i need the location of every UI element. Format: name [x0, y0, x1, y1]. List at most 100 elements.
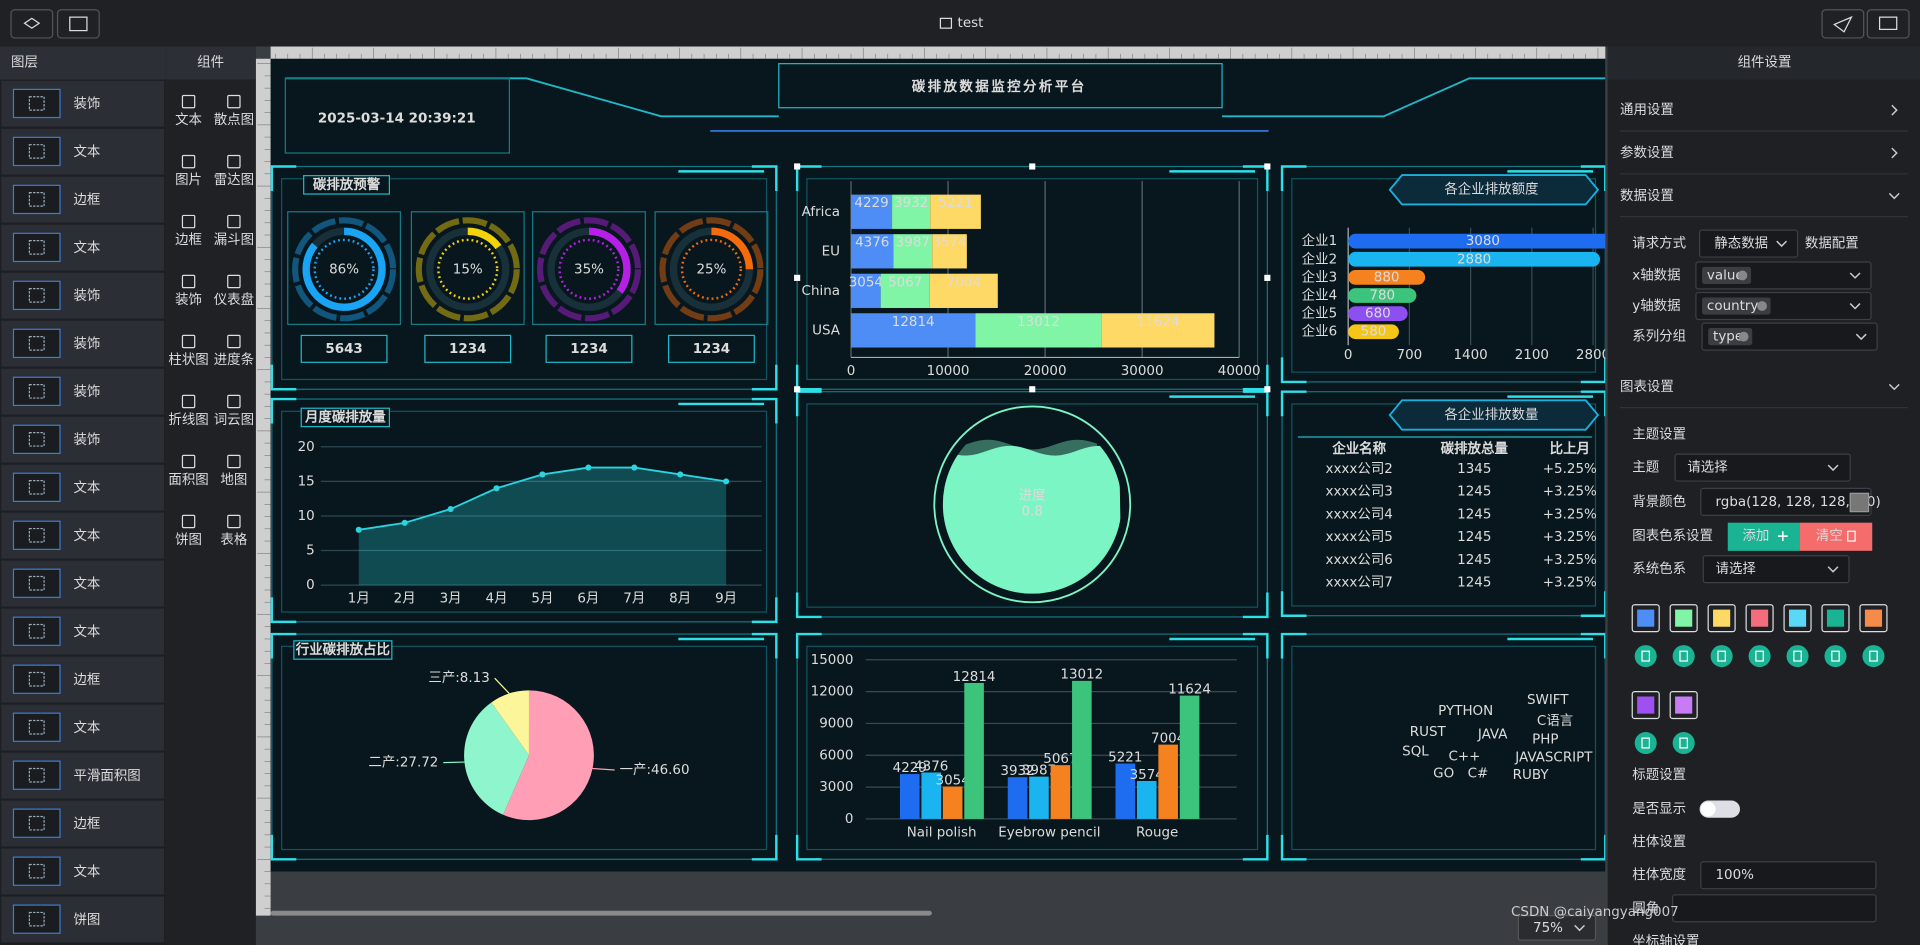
selection-handle[interactable]	[1264, 274, 1271, 281]
selection-handle[interactable]	[794, 386, 801, 393]
pie-slice	[464, 702, 529, 815]
component-icon[interactable]	[227, 154, 241, 169]
swatch-frame[interactable]	[1821, 604, 1850, 633]
swatch-frame[interactable]	[1631, 691, 1660, 720]
delete-color[interactable]	[1862, 645, 1885, 668]
toolbar-button[interactable]	[56, 9, 100, 39]
word: RUBY	[1513, 768, 1550, 783]
clear-button[interactable]	[1800, 522, 1873, 551]
input[interactable]	[1698, 229, 1799, 258]
component-icon[interactable]	[227, 214, 241, 229]
selection-handle[interactable]	[1264, 163, 1271, 170]
setting-label: 主题设置	[1632, 427, 1686, 443]
selection-handle[interactable]	[794, 274, 801, 281]
setting-label: 柱体设置	[1632, 834, 1686, 850]
input[interactable]	[1700, 487, 1872, 516]
tag-close[interactable]	[1757, 301, 1767, 311]
toolbar-button[interactable]	[1866, 9, 1910, 39]
tag-close[interactable]	[1738, 331, 1749, 342]
link: 数据配置	[1805, 236, 1859, 252]
total-box	[300, 334, 388, 363]
panel-title: 各企业排放额度	[1444, 181, 1538, 198]
chevron	[1849, 303, 1861, 310]
bar	[851, 194, 893, 229]
selection-handle[interactable]	[1264, 386, 1271, 393]
pie-label: 三产:8.13	[428, 670, 489, 686]
layer-glyph	[28, 288, 45, 303]
component-icon[interactable]	[227, 454, 241, 469]
add-button[interactable]	[1727, 522, 1800, 551]
swatch-frame[interactable]	[1859, 604, 1888, 633]
delete-color[interactable]	[1634, 732, 1657, 755]
zoom-select[interactable]	[1517, 915, 1597, 941]
corner	[270, 165, 778, 391]
components-panel	[165, 46, 256, 945]
layer-icon	[12, 88, 61, 119]
swatch-frame[interactable]	[1631, 604, 1660, 633]
layer-label: 边框	[73, 816, 100, 832]
component-icon[interactable]	[181, 154, 196, 169]
component-icon[interactable]	[227, 394, 241, 409]
component-icon[interactable]	[227, 274, 241, 289]
point	[631, 464, 638, 471]
tag-close[interactable]	[1737, 270, 1748, 281]
component-icon[interactable]	[227, 334, 241, 349]
bar	[1179, 695, 1200, 819]
component-icon[interactable]	[181, 394, 196, 409]
delete-color[interactable]	[1824, 645, 1847, 668]
panel-frame	[1281, 633, 1606, 860]
swatch-frame[interactable]	[1745, 604, 1774, 633]
input[interactable]	[1674, 453, 1851, 482]
color-picker[interactable]	[1849, 492, 1870, 513]
x-tick-label: 2月	[394, 592, 416, 607]
component-icon[interactable]	[181, 274, 196, 289]
swatch-frame[interactable]	[1783, 604, 1812, 633]
data-label: 11624	[1168, 682, 1211, 697]
component-icon[interactable]	[181, 514, 196, 529]
chevron	[1888, 383, 1900, 391]
component-icon[interactable]	[181, 214, 196, 229]
delete-color[interactable]	[1786, 645, 1809, 668]
input[interactable]	[1700, 861, 1877, 890]
swatch-frame[interactable]	[1707, 604, 1736, 633]
title-banner	[1388, 399, 1600, 431]
gauge-arc	[302, 227, 386, 311]
panel-header	[0, 46, 166, 80]
selection-handle[interactable]	[1029, 386, 1036, 393]
component-icon[interactable]	[181, 454, 196, 469]
layer-icon	[12, 184, 61, 215]
trash-icon	[1755, 650, 1764, 662]
delete-color[interactable]	[1710, 645, 1733, 668]
scrollbar[interactable]	[270, 910, 932, 916]
selection-handle[interactable]	[794, 163, 801, 170]
delete-color[interactable]	[1672, 645, 1695, 668]
toolbar-button[interactable]	[10, 9, 54, 39]
selection-handle[interactable]	[1029, 163, 1036, 170]
delete-color[interactable]	[1748, 645, 1771, 668]
layer-icon	[12, 808, 61, 838]
layer-glyph	[28, 192, 45, 207]
panel-frame	[1281, 391, 1606, 617]
y-tick-label: 企业5	[1302, 305, 1337, 322]
input[interactable]	[1702, 555, 1850, 584]
component-icon[interactable]	[227, 94, 241, 109]
setting-label: 标题设置	[1632, 767, 1686, 783]
chevron	[1888, 192, 1900, 200]
delete-color[interactable]	[1634, 645, 1657, 668]
delete-color[interactable]	[1672, 732, 1695, 755]
swatch-frame[interactable]	[1669, 691, 1698, 720]
toolbar-button[interactable]	[1821, 9, 1865, 39]
swatch-frame[interactable]	[1669, 604, 1698, 633]
bar	[851, 234, 894, 269]
component-icon[interactable]	[181, 334, 196, 349]
setting-label: 请求方式	[1632, 236, 1686, 252]
bar	[893, 234, 933, 269]
chevron	[1891, 147, 1898, 159]
data-label: 13012	[1017, 315, 1060, 330]
component-label: 图片	[175, 172, 202, 188]
input[interactable]	[1672, 894, 1877, 923]
table-header: 企业名称	[1331, 440, 1386, 457]
data-label: 3080	[1466, 234, 1500, 249]
component-icon[interactable]	[181, 94, 196, 109]
component-icon[interactable]	[227, 514, 241, 529]
